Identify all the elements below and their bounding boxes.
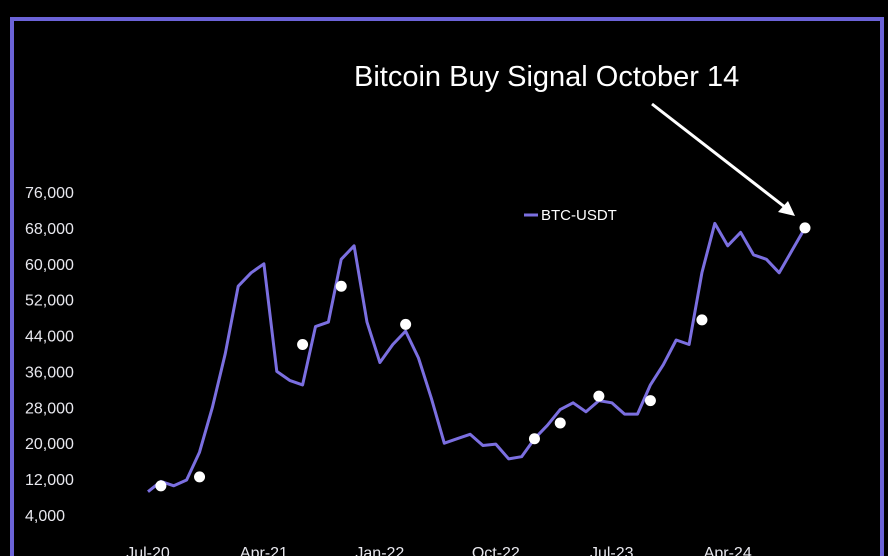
x-axis-ticks: Jul-20 Apr-21 Jan-22 Oct-22 Jul-23 Apr-24: [126, 545, 752, 556]
annotation-text: Bitcoin Buy Signal October 14: [354, 61, 739, 93]
y-tick-label: 52,000: [25, 293, 74, 310]
x-tick-label: Apr-24: [704, 545, 752, 556]
y-axis-ticks: 4,000 12,000 20,000 28,000 36,000 44,000 52,00…: [25, 185, 74, 525]
y-tick-label: 4,000: [25, 508, 65, 525]
buy-signal-point: [400, 318, 412, 330]
x-tick-label: Oct-22: [472, 545, 520, 556]
series-group: [147, 221, 807, 493]
legend: BTC-USDT: [524, 207, 617, 224]
buy-signal-point: [593, 390, 605, 402]
buy-signal-point: [335, 280, 347, 292]
buy-signal-point: [696, 314, 708, 326]
x-tick-label: Apr-21: [240, 545, 288, 556]
y-tick-label: 44,000: [25, 329, 74, 346]
buy-signal-point: [799, 222, 811, 234]
x-tick-label: Jul-20: [126, 545, 170, 556]
y-tick-label: 60,000: [25, 257, 74, 274]
x-tick-label: Jan-22: [355, 545, 404, 556]
legend-label: BTC-USDT: [541, 207, 617, 224]
buy-signal-point: [297, 339, 309, 351]
y-tick-label: 20,000: [25, 436, 74, 453]
y-tick-label: 12,000: [25, 472, 74, 489]
buy-signal-point: [644, 395, 656, 407]
y-tick-label: 36,000: [25, 364, 74, 381]
y-tick-label: 28,000: [25, 400, 74, 417]
y-tick-label: 76,000: [25, 185, 74, 202]
annotation-arrow-icon: [651, 102, 795, 216]
buy-signal-point: [155, 480, 167, 492]
buy-signal-point: [528, 433, 540, 445]
x-tick-label: Jul-23: [590, 545, 634, 556]
chart-border: [10, 17, 884, 556]
signal-markers: [155, 222, 811, 492]
y-tick-label: 68,000: [25, 221, 74, 238]
buy-signal-point: [554, 417, 566, 429]
buy-signal-point: [194, 471, 206, 483]
series-line-btc-usdt: [147, 221, 807, 493]
